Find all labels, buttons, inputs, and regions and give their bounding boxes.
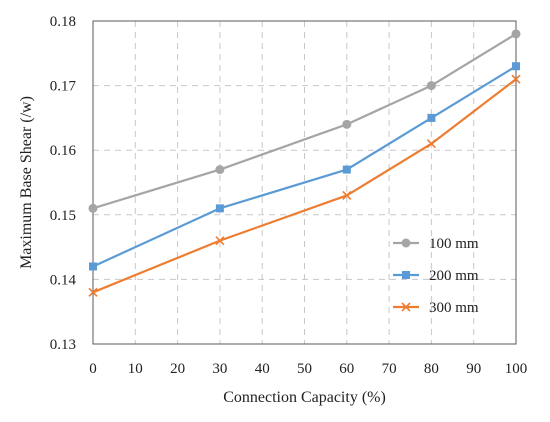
- legend-label: 200 mm: [429, 268, 479, 284]
- x-tick-label: 60: [339, 361, 354, 377]
- series-3: [88, 74, 521, 297]
- data-point: [215, 204, 224, 213]
- data-point: [215, 165, 225, 175]
- series-1: [88, 29, 521, 213]
- y-axis-title: Maximum Base Shear (/w): [18, 96, 35, 269]
- data-point: [426, 139, 436, 149]
- y-tick-label: 0.16: [50, 143, 77, 159]
- legend-item: 100 mm: [393, 236, 479, 252]
- x-tick-label: 80: [424, 361, 439, 377]
- series-group: [88, 29, 521, 297]
- data-point: [215, 236, 225, 246]
- grid-lines: [93, 21, 516, 344]
- y-tick-label: 0.13: [50, 337, 76, 353]
- data-point: [342, 165, 351, 174]
- x-tick-label: 70: [382, 361, 397, 377]
- x-tick-label: 20: [170, 361, 185, 377]
- y-tick-labels: 0.13 0.14 0.15 0.16 0.17 0.18: [50, 14, 77, 353]
- data-point: [512, 62, 520, 71]
- plot-area-frame: [92, 20, 517, 345]
- data-point: [511, 74, 521, 84]
- data-point: [426, 81, 436, 91]
- legend-label: 300 mm: [429, 300, 479, 316]
- data-point: [88, 203, 98, 213]
- data-point: [401, 238, 411, 248]
- data-point: [88, 287, 98, 297]
- legend: 100 mm 200 mm 300 mm: [393, 236, 479, 316]
- y-tick-label: 0.18: [50, 14, 76, 30]
- data-point: [89, 262, 97, 271]
- y-tick-label: 0.15: [50, 208, 76, 224]
- x-tick-label: 0: [89, 361, 97, 377]
- data-point: [401, 302, 411, 312]
- x-tick-label: 30: [212, 361, 227, 377]
- x-tick-labels: 0 10 20 30 40 50 60 70 80 90 100: [89, 361, 527, 377]
- data-point: [342, 190, 352, 200]
- data-point: [427, 113, 436, 122]
- legend-item: 200 mm: [393, 268, 479, 284]
- x-tick-label: 50: [297, 361, 312, 377]
- y-tick-label: 0.14: [50, 272, 77, 288]
- data-point: [342, 119, 352, 129]
- x-axis-title: Connection Capacity (%): [223, 389, 386, 406]
- x-tick-label: 10: [128, 361, 143, 377]
- legend-item: 300 mm: [393, 300, 479, 316]
- data-point: [511, 29, 521, 39]
- series-2: [89, 62, 520, 271]
- x-tick-label: 40: [255, 361, 270, 377]
- data-point: [402, 271, 410, 279]
- x-tick-label: 90: [466, 361, 481, 377]
- x-tick-label: 100: [505, 361, 528, 377]
- y-tick-label: 0.17: [50, 79, 77, 95]
- legend-label: 100 mm: [429, 236, 479, 252]
